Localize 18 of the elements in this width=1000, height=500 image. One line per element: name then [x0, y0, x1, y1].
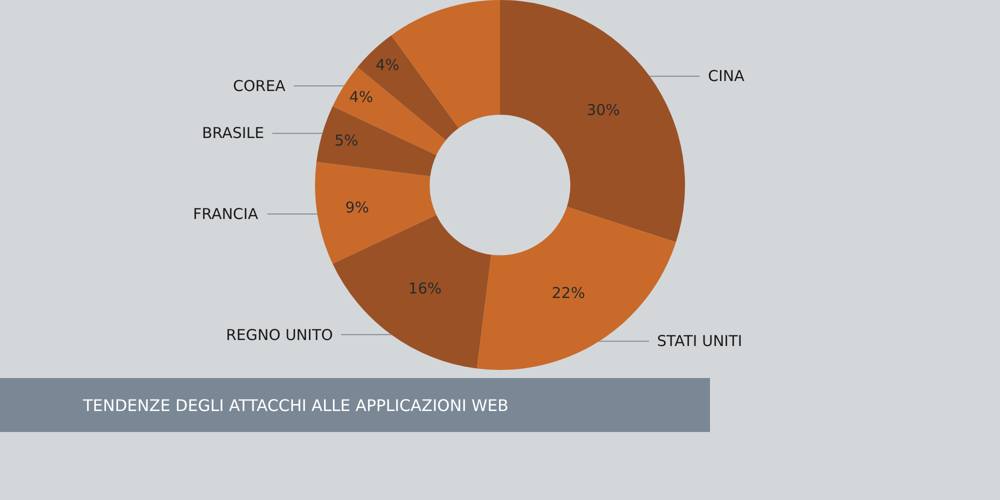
data-label: 22%	[552, 284, 586, 302]
donut-slice	[316, 106, 436, 176]
data-label: 4%	[349, 88, 374, 106]
data-label: 5%	[334, 131, 358, 150]
donut-slice	[500, 0, 685, 242]
text: TENDENZE DEGLI ATTACCHI ALLE APPLICAZIONI WEB	[82, 396, 508, 415]
data-label: 4%	[376, 56, 400, 74]
slice-label: BRASILE	[202, 124, 264, 142]
donut-slice	[332, 214, 492, 369]
data-label: 16%	[408, 279, 442, 298]
data-label: 9%	[345, 198, 370, 217]
slice-label: STATI UNITI	[657, 332, 742, 350]
data-label: 30%	[586, 100, 620, 119]
slice-label: REGNO UNITO	[226, 326, 333, 344]
slice-label: COREA	[233, 77, 286, 95]
slice-label: CINA	[708, 67, 746, 85]
slice-label: FRANCIA	[193, 205, 259, 223]
donut-slice	[315, 162, 436, 264]
